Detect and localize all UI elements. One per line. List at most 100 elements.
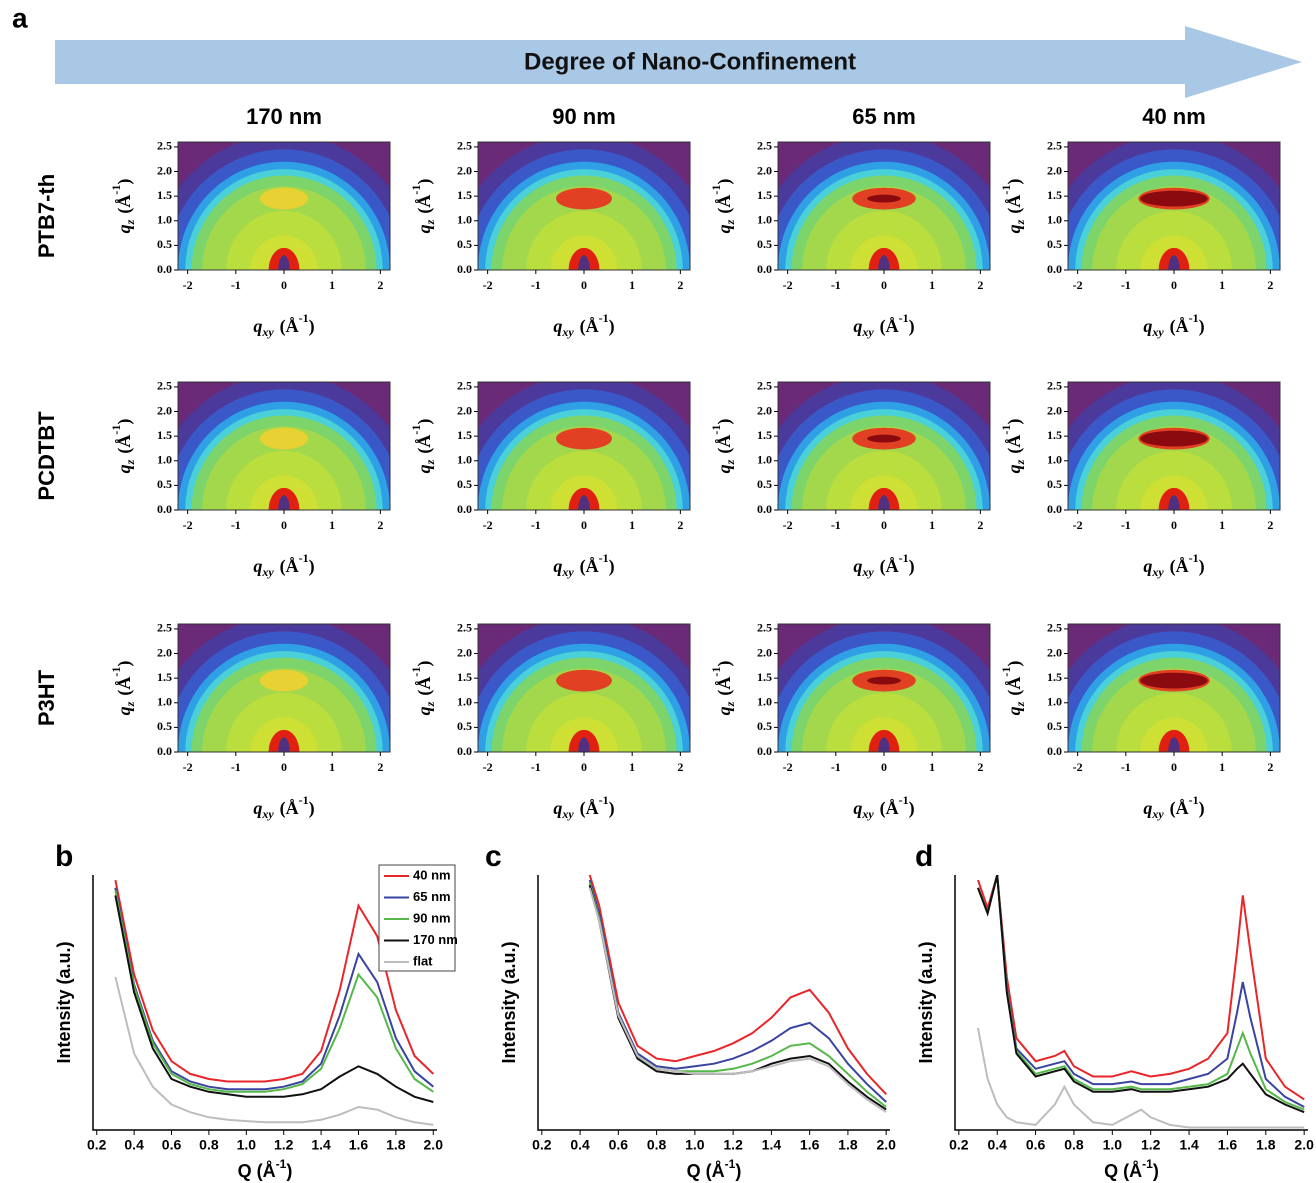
unit: (Å: [114, 435, 135, 454]
x-axis-label: Q (Å-1): [238, 1157, 293, 1181]
y-tick-label: 1.5: [457, 428, 472, 442]
x-tick-label: 1: [929, 278, 935, 292]
superscript: -1: [899, 311, 909, 325]
x-tick-label: 1: [329, 760, 335, 774]
axes: [92, 875, 437, 1131]
subscript: z: [123, 459, 137, 465]
y-tick-label: 1.0: [757, 453, 772, 467]
symbol: q: [1143, 556, 1152, 576]
beam-core: [878, 495, 890, 510]
unit: (Å: [580, 798, 599, 819]
y-tick-label: 2.5: [457, 139, 472, 153]
close: ): [909, 556, 915, 577]
subscript: xy: [861, 325, 874, 339]
panel-label: b: [55, 840, 73, 873]
panel-label: c: [485, 840, 502, 873]
x-tick-label: 2.0: [876, 1137, 896, 1153]
x-tick-label: -2: [483, 518, 493, 532]
x-tick-label: 0.2: [949, 1137, 969, 1153]
y-tick-label: 2.5: [157, 621, 172, 635]
y-tick-label: 1.0: [457, 453, 472, 467]
subscript: xy: [1151, 565, 1164, 579]
x-tick-label: 2: [377, 278, 383, 292]
symbol: q: [114, 224, 134, 233]
y-tick-label: 1.5: [157, 428, 172, 442]
giwaxs-image: [478, 624, 690, 752]
x-axis-label: qxy (Å-1): [1143, 793, 1204, 821]
superscript: -1: [409, 185, 423, 195]
y-tick-label: 1.0: [157, 695, 172, 709]
x-tick-label: 1: [629, 278, 635, 292]
subscript: z: [123, 701, 137, 707]
superscript: -1: [599, 311, 609, 325]
y-tick-label: 1.5: [757, 670, 772, 684]
close: ): [909, 316, 915, 337]
x-tick-label: 0: [281, 518, 287, 532]
x-tick-label: 2: [1267, 518, 1273, 532]
unit: (Å: [714, 195, 735, 214]
x-tick-label: -1: [531, 760, 541, 774]
close: ): [735, 1161, 741, 1181]
x-axis-label: Q (Å-1): [687, 1157, 742, 1181]
unit: (Å: [114, 195, 135, 214]
superscript: -1: [725, 1157, 736, 1171]
x-tick-label: -1: [531, 518, 541, 532]
y-tick-label: 1.0: [157, 213, 172, 227]
x-tick-label: 1: [929, 518, 935, 532]
beam-core: [578, 255, 590, 270]
unit: (Å: [1170, 316, 1189, 337]
label-text: Q (Å: [1104, 1161, 1142, 1181]
y-axis-label: qz (Å-1): [999, 661, 1027, 716]
symbol: q: [1004, 224, 1024, 233]
y-tick-label: 0.5: [457, 477, 472, 491]
x-tick-label: -1: [531, 278, 541, 292]
x-tick-label: 2: [677, 278, 683, 292]
x-tick-label: -1: [831, 278, 841, 292]
y-axis-label: qz (Å-1): [709, 661, 737, 716]
giwaxs-image: [778, 142, 990, 270]
line-series: [114, 895, 434, 1103]
x-tick-label: -1: [831, 518, 841, 532]
beam-core: [278, 495, 290, 510]
unit: (Å: [1170, 798, 1189, 819]
y-tick-label: 0.0: [757, 502, 772, 516]
y-tick-label: 0.5: [1047, 719, 1062, 733]
x-tick-label: 0: [581, 760, 587, 774]
y-tick-label: 2.5: [157, 139, 172, 153]
y-tick-label: 0.0: [457, 502, 472, 516]
column-title: 90 nm: [552, 104, 616, 129]
y-tick-label: 0.5: [1047, 477, 1062, 491]
y-tick-label: 0.5: [157, 719, 172, 733]
symbol: q: [714, 706, 734, 715]
superscript: -1: [709, 667, 723, 677]
subscript: xy: [561, 325, 574, 339]
line-series: [114, 887, 434, 1091]
symbol: q: [414, 224, 434, 233]
giwaxs-image: [778, 382, 990, 510]
y-tick-label: 1.5: [757, 428, 772, 442]
legend-label: 90 nm: [413, 910, 451, 925]
spot: [556, 427, 612, 450]
subscript: z: [723, 459, 737, 465]
y-tick-label: 2.0: [157, 645, 172, 659]
y-tick-label: 0.0: [157, 262, 172, 276]
x-axis-label: qxy (Å-1): [853, 551, 914, 579]
y-tick-label: 0.0: [757, 744, 772, 758]
banner-text: Degree of Nano-Confinement: [524, 48, 856, 75]
x-tick-label: 0: [1171, 760, 1177, 774]
symbol: q: [1143, 798, 1152, 818]
superscript: -1: [899, 551, 909, 565]
subscript: z: [123, 219, 137, 225]
y-tick-label: 2.0: [757, 163, 772, 177]
y-tick-label: 1.5: [157, 670, 172, 684]
x-tick-label: -1: [231, 518, 241, 532]
x-tick-label: 1.8: [838, 1137, 858, 1153]
spot-core: [1140, 190, 1208, 207]
superscript: -1: [999, 667, 1013, 677]
y-tick-label: 0.0: [1047, 502, 1062, 516]
y-axis-label: qz (Å-1): [999, 179, 1027, 234]
y-tick-label: 1.0: [757, 695, 772, 709]
column-title: 40 nm: [1142, 104, 1206, 129]
legend-label: 65 nm: [413, 889, 451, 904]
y-tick-label: 1.5: [1047, 188, 1062, 202]
